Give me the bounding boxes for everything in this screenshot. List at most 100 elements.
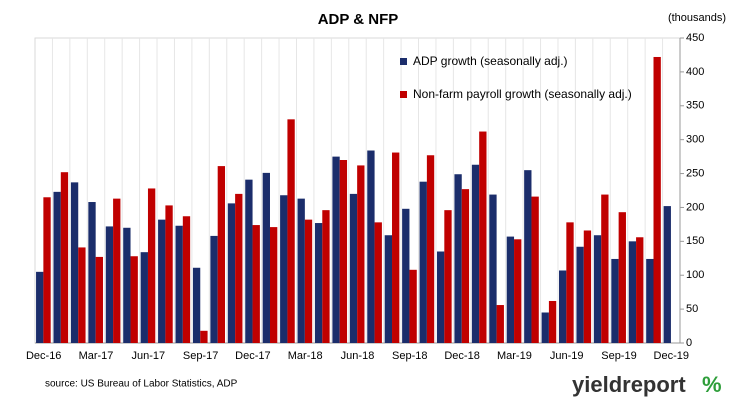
source: source: US Bureau of Labor Statistics, A… — [45, 379, 238, 390]
bar — [192, 267, 201, 343]
bar — [70, 182, 79, 343]
bar — [384, 235, 393, 343]
bar — [409, 269, 417, 343]
bar — [53, 191, 61, 343]
y-tick-label: 100 — [686, 269, 704, 281]
y-tick-label: 50 — [686, 303, 698, 315]
bar — [252, 225, 260, 343]
bar — [611, 258, 619, 343]
bar — [349, 193, 358, 343]
bar — [262, 172, 270, 343]
bar — [339, 160, 348, 343]
bar — [158, 219, 166, 343]
bar — [280, 195, 288, 343]
bar — [426, 155, 435, 343]
chart-title: ADP & NFP — [318, 11, 399, 28]
bar — [601, 194, 609, 343]
x-tick-label: Mar-17 — [79, 350, 114, 362]
bar — [200, 330, 208, 343]
bar — [618, 212, 626, 343]
bar — [471, 164, 480, 343]
bar — [559, 270, 567, 343]
bar — [130, 256, 138, 343]
bar — [175, 225, 183, 343]
y-tick-label: 150 — [686, 235, 704, 247]
bar — [496, 305, 504, 343]
legend-swatch — [400, 58, 407, 65]
y-tick-label: 400 — [686, 66, 704, 78]
bar — [113, 198, 121, 343]
bar — [78, 247, 86, 343]
logo-text: yieldreport — [572, 372, 686, 397]
bar — [454, 174, 462, 343]
bar — [60, 172, 69, 343]
x-tick-label: Jun-17 — [131, 350, 165, 362]
bar — [653, 56, 661, 343]
bar — [514, 239, 522, 343]
bar — [663, 206, 671, 343]
bar — [628, 241, 637, 343]
y-tick-label: 200 — [686, 201, 704, 213]
x-tick-label: Dec-19 — [654, 350, 689, 362]
bar — [182, 216, 191, 343]
bar — [392, 152, 400, 343]
bar — [88, 202, 96, 343]
bar — [489, 194, 497, 343]
x-tick-label: Dec-16 — [26, 350, 61, 362]
bar — [36, 271, 44, 343]
bar — [95, 256, 103, 343]
bar — [419, 181, 427, 343]
x-tick-label: Mar-19 — [497, 350, 532, 362]
bar — [646, 258, 654, 343]
y-tick-label: 250 — [686, 167, 704, 179]
bar — [367, 150, 375, 343]
x-tick-label: Sep-18 — [392, 350, 427, 362]
bar — [524, 170, 532, 343]
bar — [506, 236, 515, 343]
y-tick-label: 350 — [686, 100, 704, 112]
bar — [531, 196, 539, 343]
bar — [235, 193, 243, 343]
y-tick-label: 0 — [686, 337, 692, 349]
bar — [461, 189, 470, 343]
bar — [105, 226, 114, 343]
bar — [269, 227, 278, 343]
bar — [287, 119, 295, 343]
bar — [217, 166, 226, 343]
y-tick-label: 450 — [686, 32, 704, 44]
bar — [593, 235, 602, 343]
x-tick-label: Jun-19 — [550, 350, 584, 362]
bar — [43, 197, 51, 343]
bar — [332, 156, 340, 343]
bar — [479, 131, 487, 343]
x-tick-label: Dec-18 — [444, 350, 479, 362]
bar — [314, 223, 323, 343]
bar — [147, 188, 156, 343]
bar — [357, 165, 365, 343]
bar — [123, 227, 131, 343]
legend-label: Non-farm payroll growth (seasonally adj.… — [413, 87, 632, 101]
legend-label: ADP growth (seasonally adj.) — [413, 54, 568, 68]
bar — [444, 210, 452, 343]
bar — [566, 222, 574, 343]
legend-swatch — [400, 91, 407, 98]
bar — [227, 203, 236, 343]
bar — [140, 252, 148, 343]
bar — [210, 235, 218, 343]
unit-label: (thousands) — [668, 12, 726, 24]
bar — [636, 237, 644, 343]
bar — [541, 312, 549, 343]
bar — [374, 222, 382, 343]
bar — [245, 179, 253, 343]
x-tick-label: Sep-17 — [183, 350, 218, 362]
y-tick-label: 300 — [686, 134, 704, 146]
bar — [304, 219, 313, 343]
x-tick-label: Jun-18 — [341, 350, 375, 362]
x-tick-label: Sep-19 — [601, 350, 636, 362]
bar — [583, 230, 592, 343]
x-tick-label: Mar-18 — [288, 350, 323, 362]
bar — [165, 205, 173, 343]
bar — [322, 210, 330, 343]
bar — [297, 198, 305, 343]
